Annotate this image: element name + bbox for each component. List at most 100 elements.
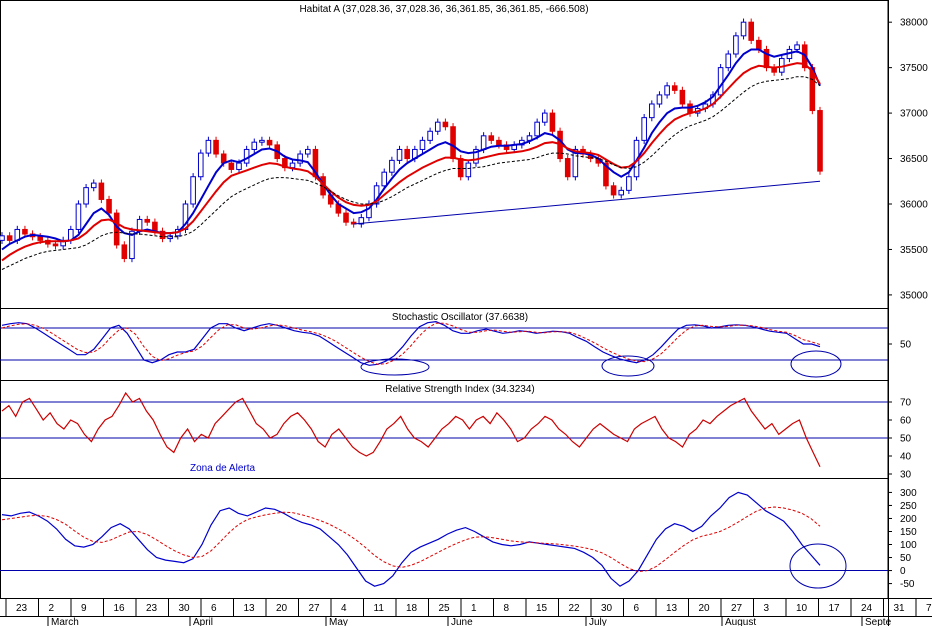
day-label: 23	[146, 603, 158, 614]
series-line-oscillator-signal	[1, 506, 821, 573]
month-label: April	[193, 617, 213, 626]
day-label: 30	[179, 603, 191, 614]
candle-down	[488, 135, 495, 141]
price-trendline	[353, 180, 821, 225]
y-tick-label: 35000	[900, 290, 928, 301]
candle-down	[343, 212, 349, 223]
panel-title-stochastic: Stochastic Oscillator (37.6638)	[392, 312, 528, 323]
y-tick-label: 250	[900, 501, 917, 512]
series-line-stochastic--d	[1, 322, 821, 365]
y-tick-label: 30	[900, 470, 912, 481]
candle-down	[121, 244, 128, 260]
day-label: 15	[536, 603, 548, 614]
day-label: 2	[49, 603, 55, 614]
candle-up	[626, 176, 632, 191]
y-tick-label: -50	[900, 579, 915, 590]
day-label: 6	[634, 603, 640, 614]
series-line-price-medium-average	[1, 62, 821, 262]
candle-down	[159, 230, 166, 240]
y-tick-label: 37500	[900, 63, 928, 74]
day-label: 3	[764, 603, 770, 614]
series-line-oscillator-oscillator	[1, 491, 821, 587]
series-line-rsi-rsi	[1, 391, 821, 468]
y-tick-label: 38000	[900, 18, 928, 29]
candle-up	[83, 187, 89, 205]
candle-down	[37, 236, 44, 241]
candle-up	[297, 153, 303, 164]
candle-up	[90, 182, 97, 189]
candle-up	[480, 135, 487, 150]
candle-up	[656, 94, 663, 105]
candle-down	[22, 228, 28, 235]
day-label: 20	[699, 603, 711, 614]
candle-down	[748, 21, 754, 41]
candle-down	[817, 110, 823, 172]
candle-down	[266, 139, 273, 146]
day-label: 13	[666, 603, 678, 614]
day-label: 11	[374, 603, 385, 614]
candle-down	[404, 148, 410, 160]
candle-up	[396, 148, 403, 161]
candle-up	[236, 162, 242, 170]
day-label: 22	[569, 603, 581, 614]
day-label: 13	[244, 603, 256, 614]
candle-down	[228, 162, 235, 170]
day-label: 6	[211, 603, 217, 614]
chart-annotations: Zona de Alerta	[190, 180, 847, 589]
day-label: 1	[471, 603, 477, 614]
day-label: 16	[114, 603, 126, 614]
candle-down	[144, 218, 151, 223]
y-tick-label: 36500	[900, 154, 928, 165]
panel-title-price: Habitat A (37,028.36, 37,028.36, 36,361.…	[299, 4, 588, 15]
zona-de-alerta-label: Zona de Alerta	[190, 463, 255, 474]
highlight-ellipse	[790, 350, 842, 378]
y-tick-label: 50	[900, 553, 912, 564]
candle-up	[75, 203, 82, 230]
candle-up	[389, 159, 395, 173]
day-label: 23	[16, 603, 28, 614]
candle-up	[289, 162, 296, 169]
candle-down	[6, 235, 13, 241]
candle-up	[534, 121, 540, 137]
candle-up	[740, 21, 747, 37]
candle-up	[465, 162, 472, 178]
highlight-ellipse	[360, 358, 430, 376]
series-line-stochastic--k	[1, 320, 821, 366]
panel-title-rsi: Relative Strength Index (34.3234)	[385, 384, 535, 395]
highlight-ellipse	[789, 543, 847, 589]
month-label: Septe	[865, 617, 892, 626]
day-label: 20	[276, 603, 288, 614]
day-label: 8	[504, 603, 510, 614]
candle-down	[679, 89, 686, 105]
y-tick-label: 70	[900, 398, 912, 409]
month-label: May	[329, 617, 348, 626]
panel-titles: Habitat A (37,028.36, 37,028.36, 36,361.…	[299, 4, 588, 395]
candle-down	[564, 158, 571, 178]
candle-down	[603, 162, 609, 187]
candle-down	[671, 85, 678, 91]
candle-up	[305, 148, 311, 155]
candle-down	[610, 185, 617, 196]
indicator-lines	[0, 48, 888, 587]
day-label-last: 7	[926, 603, 932, 614]
series-line-price-fast-average	[1, 48, 821, 251]
y-tick-label: 37000	[900, 109, 928, 120]
y-tick-label: 100	[900, 540, 917, 551]
candle-down	[450, 126, 456, 160]
day-label: 24	[861, 603, 873, 614]
candle-up	[0, 235, 5, 241]
candle-up	[649, 103, 655, 119]
day-label: 27	[731, 603, 743, 614]
candle-down	[549, 112, 556, 132]
y-tick-label: 35500	[900, 245, 928, 256]
candle-down	[98, 182, 105, 200]
candle-up	[725, 53, 732, 69]
y-tick-label: 0	[900, 566, 906, 577]
candle-up	[419, 139, 426, 150]
candle-up	[205, 139, 212, 154]
highlight-ellipse	[601, 355, 655, 377]
candle-up	[641, 117, 647, 141]
candle-up	[243, 148, 250, 164]
